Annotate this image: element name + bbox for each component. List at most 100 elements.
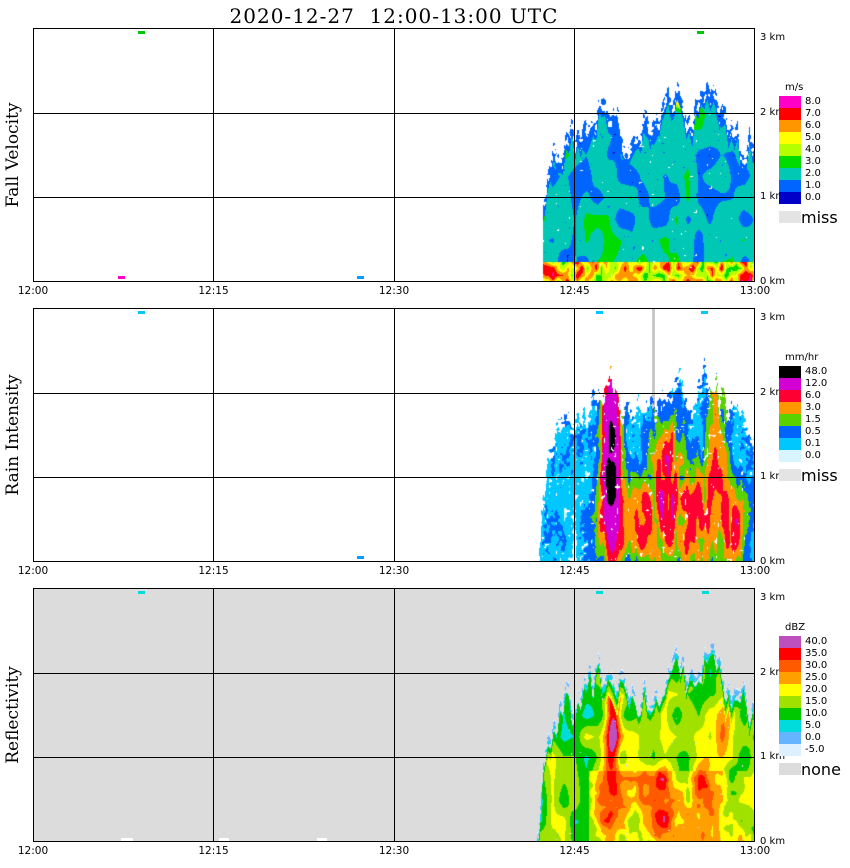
legend-value-label: 1.0 <box>805 180 821 191</box>
legend-value-label: 12.0 <box>805 378 828 389</box>
legend-entry: -5.0 <box>779 744 849 756</box>
color-legend: dBZ 40.0 35.0 30.0 25.0 20.0 15.0 10.0 5.0 0.0 -5… <box>779 622 849 779</box>
x-tick-label: 12:00 <box>17 565 49 577</box>
y-tick-label: 2 km <box>760 107 786 118</box>
legend-cells: 48.0 12.0 6.0 3.0 1.5 0.5 0.1 0.0 <box>779 366 849 462</box>
x-tick-label: 12:15 <box>198 285 229 297</box>
legend-swatch <box>779 132 801 144</box>
legend-swatch <box>779 744 801 756</box>
legend-swatch <box>779 720 801 732</box>
x-tick-label: 13:00 <box>739 845 771 857</box>
legend-entry: 0.0 <box>779 732 849 744</box>
x-tick-label: 12:30 <box>378 565 410 577</box>
y-axis-title: Reflectivity <box>3 666 23 764</box>
legend-entry: 8.0 <box>779 96 849 108</box>
y-tick-label: 1 km <box>760 751 786 762</box>
legend-value-label: 10.0 <box>805 708 828 719</box>
legend-entry: 0.5 <box>779 426 849 438</box>
legend-swatch <box>779 426 801 438</box>
legend-cells: 40.0 35.0 30.0 25.0 20.0 15.0 10.0 5.0 0.0 -5.0 <box>779 636 849 756</box>
legend-value-label: 4.0 <box>805 144 821 155</box>
legend-entry: 0.1 <box>779 438 849 450</box>
legend-value-label: 40.0 <box>805 636 828 647</box>
legend-entry: 4.0 <box>779 144 849 156</box>
y-tick-label: 3 km <box>760 312 786 323</box>
echo-canvas <box>33 308 755 562</box>
y-tick-label: 0 km <box>760 836 786 847</box>
legend-entry: 6.0 <box>779 120 849 132</box>
legend-swatch <box>779 636 801 648</box>
legend-entry: 1.0 <box>779 180 849 192</box>
y-tick-label: 0 km <box>760 556 786 567</box>
legend-value-label: 48.0 <box>805 366 828 377</box>
legend-entry: 0.0 <box>779 192 849 204</box>
legend-missing-row: miss <box>779 208 849 227</box>
legend-value-label: 20.0 <box>805 684 828 695</box>
x-tick-label: 13:00 <box>739 285 771 297</box>
legend-entry: 35.0 <box>779 648 849 660</box>
legend-value-label: 25.0 <box>805 672 828 683</box>
echo-canvas <box>33 28 755 282</box>
legend-value-label: 3.0 <box>805 156 821 167</box>
legend-missing-row: miss <box>779 466 849 485</box>
legend-value-label: 15.0 <box>805 696 828 707</box>
legend-missing-swatch <box>779 763 801 775</box>
color-legend: m/s 8.0 7.0 6.0 5.0 4.0 3.0 2.0 1.0 0.0 miss <box>779 82 849 227</box>
legend-value-label: 35.0 <box>805 648 828 659</box>
x-tick-label: 12:45 <box>559 285 590 297</box>
plot-area <box>33 28 755 282</box>
legend-swatch <box>779 708 801 720</box>
panel-reflectivity: Reflectivity 0 km 1 km 2 km 3 km 12:00 12:15… <box>0 588 850 860</box>
y-tick-label: 3 km <box>760 592 786 603</box>
legend-missing-row: none <box>779 760 849 779</box>
legend-unit-label: mm/hr <box>785 352 819 363</box>
legend-entry: 15.0 <box>779 696 849 708</box>
plot-area <box>33 308 755 562</box>
legend-entry: 48.0 <box>779 366 849 378</box>
legend-entry: 25.0 <box>779 672 849 684</box>
x-tick-label: 12:15 <box>198 565 229 577</box>
legend-swatch <box>779 366 801 378</box>
legend-entry: 2.0 <box>779 168 849 180</box>
legend-unit-label: m/s <box>785 82 804 93</box>
y-tick-label: 3 km <box>760 32 786 43</box>
legend-missing-label: none <box>801 759 841 779</box>
legend-value-label: 2.0 <box>805 168 821 179</box>
legend-unit-label: dBZ <box>785 622 806 633</box>
legend-entry: 3.0 <box>779 402 849 414</box>
legend-swatch <box>779 156 801 168</box>
legend-entry: 3.0 <box>779 156 849 168</box>
legend-value-label: 5.0 <box>805 720 821 731</box>
legend-swatch <box>779 390 801 402</box>
echo-canvas <box>33 588 755 842</box>
legend-value-label: 0.0 <box>805 450 821 461</box>
legend-swatch <box>779 450 801 462</box>
legend-entry: 12.0 <box>779 378 849 390</box>
page-title: 2020-12-27 12:00-13:00 UTC <box>229 4 559 28</box>
legend-missing-label: miss <box>801 207 838 227</box>
legend-value-label: 3.0 <box>805 402 821 413</box>
legend-value-label: 0.5 <box>805 426 821 437</box>
legend-entry: 0.0 <box>779 450 849 462</box>
legend-value-label: 0.1 <box>805 438 821 449</box>
panel-rain-intensity: Rain Intensity 0 km 1 km 2 km 3 km 12:00 12:… <box>0 308 850 580</box>
legend-value-label: 0.0 <box>805 732 821 743</box>
legend-swatch <box>779 120 801 132</box>
y-tick-label: 1 km <box>760 471 786 482</box>
legend-value-label: 6.0 <box>805 120 821 131</box>
x-tick-label: 12:30 <box>378 285 410 297</box>
legend-value-label: 5.0 <box>805 132 821 143</box>
legend-missing-label: miss <box>801 465 838 485</box>
legend-value-label: -5.0 <box>805 744 825 755</box>
y-axis-title: Rain Intensity <box>3 374 23 496</box>
y-tick-label: 2 km <box>760 667 786 678</box>
color-legend: mm/hr 48.0 12.0 6.0 3.0 1.5 0.5 0.1 0.0 miss <box>779 352 849 485</box>
y-tick-label: 1 km <box>760 191 786 202</box>
y-tick-label: 0 km <box>760 276 786 287</box>
legend-entry: 10.0 <box>779 708 849 720</box>
legend-swatch <box>779 378 801 390</box>
legend-entry: 40.0 <box>779 636 849 648</box>
x-tick-label: 13:00 <box>739 565 771 577</box>
legend-swatch <box>779 672 801 684</box>
